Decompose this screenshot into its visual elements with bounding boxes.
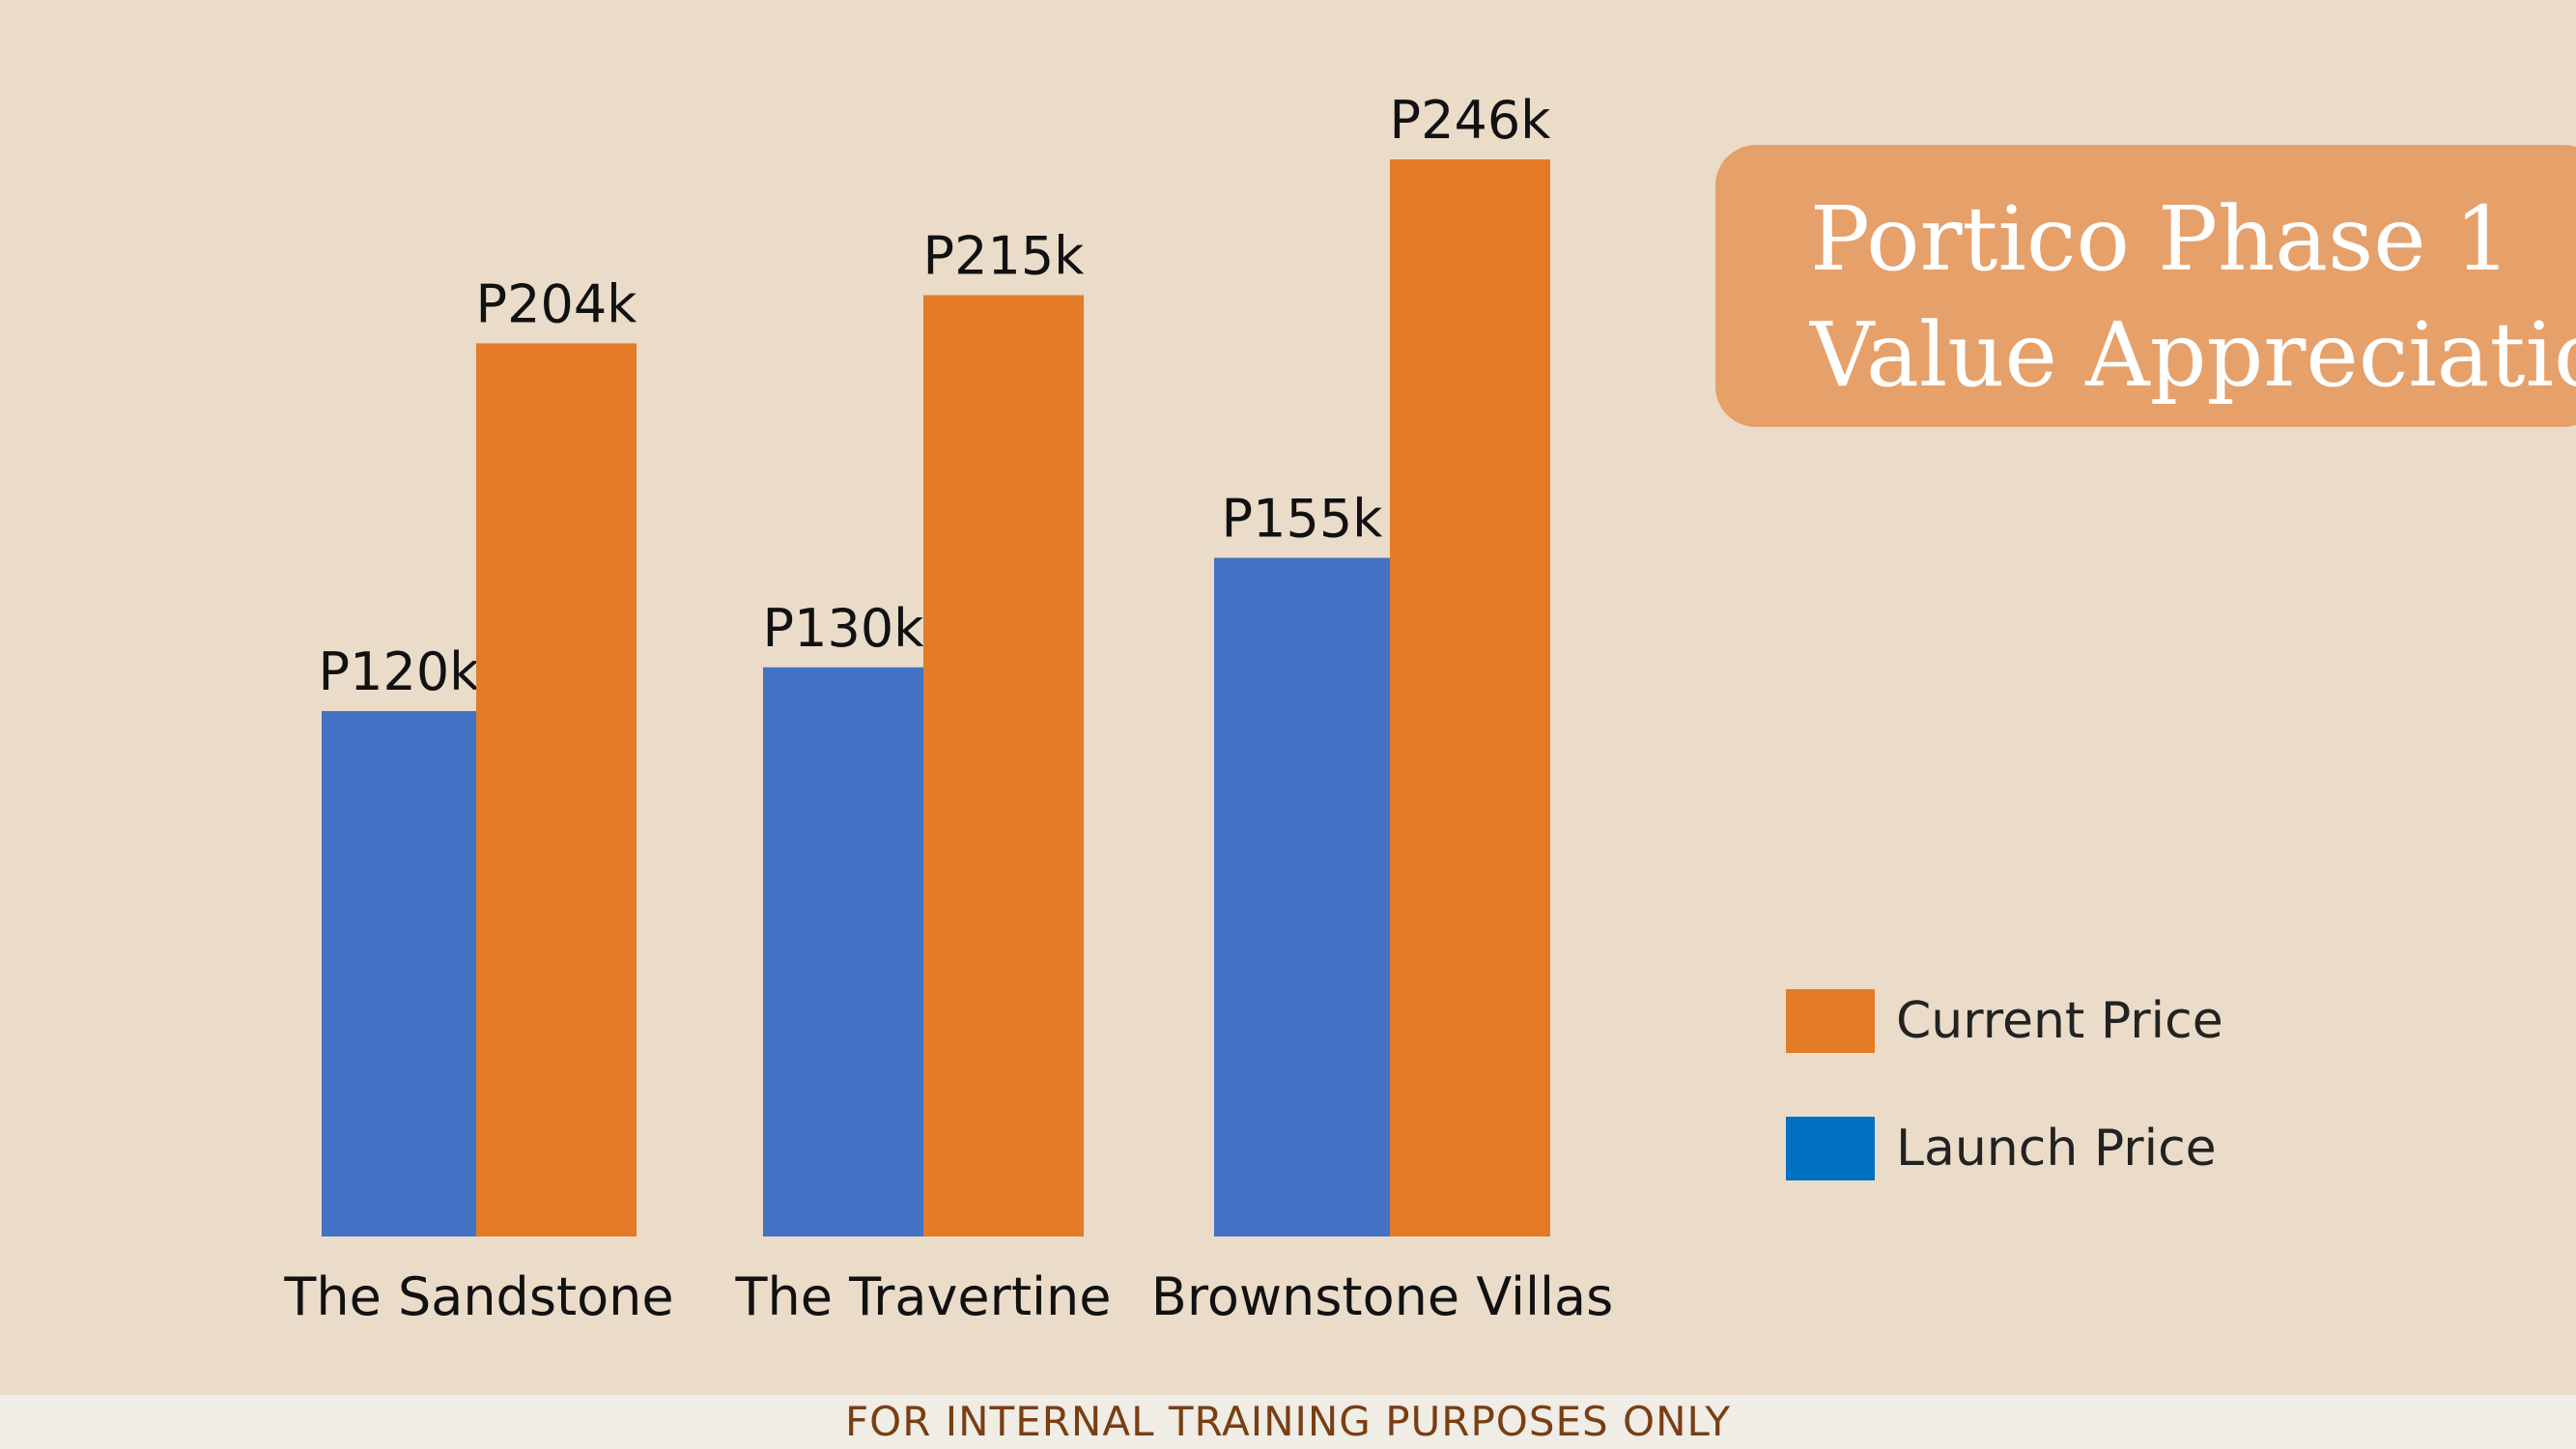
bar-current-price-the-sandstone	[476, 343, 637, 1236]
legend-item-current-price: Current Price	[1786, 989, 2223, 1053]
data-label-launch-price-brownstone-villas: P155k	[1222, 488, 1384, 549]
chart-title-line-1: Portico Phase 1	[1810, 187, 2511, 291]
chart-title-box: Portico Phase 1 Value Appreciation	[1715, 145, 2576, 427]
category-label-the-sandstone: The Sandstone	[283, 1266, 673, 1327]
footer-disclaimer: FOR INTERNAL TRAINING PURPOSES ONLY	[0, 1395, 2576, 1449]
data-label-launch-price-the-sandstone: P120k	[319, 641, 481, 702]
data-label-launch-price-the-travertine: P130k	[763, 598, 925, 659]
bar-current-price-the-travertine	[923, 295, 1084, 1236]
legend: Current Price Launch Price	[1786, 989, 2223, 1244]
bar-launch-price-the-sandstone	[322, 711, 476, 1236]
category-label-the-travertine: The Travertine	[735, 1266, 1112, 1327]
legend-label-launch-price: Launch Price	[1896, 1120, 2217, 1178]
category-label-brownstone-villas: Brownstone Villas	[1151, 1266, 1613, 1327]
data-label-current-price-the-sandstone: P204k	[476, 273, 638, 334]
data-label-current-price-brownstone-villas: P246k	[1390, 90, 1552, 151]
legend-swatch-launch-price	[1786, 1117, 1875, 1180]
bar-current-price-brownstone-villas	[1390, 159, 1550, 1236]
bar-chart: P120k P204k The Sandstone P130k P215k The Tra…	[283, 90, 1613, 1327]
chart-title-line-2: Value Appreciation	[1810, 303, 2576, 407]
legend-label-current-price: Current Price	[1896, 992, 2223, 1050]
bar-launch-price-brownstone-villas	[1214, 557, 1390, 1236]
bar-launch-price-the-travertine	[763, 667, 923, 1236]
legend-swatch-current-price	[1786, 989, 1875, 1053]
data-label-current-price-the-travertine: P215k	[923, 226, 1086, 287]
legend-item-launch-price: Launch Price	[1786, 1117, 2223, 1180]
